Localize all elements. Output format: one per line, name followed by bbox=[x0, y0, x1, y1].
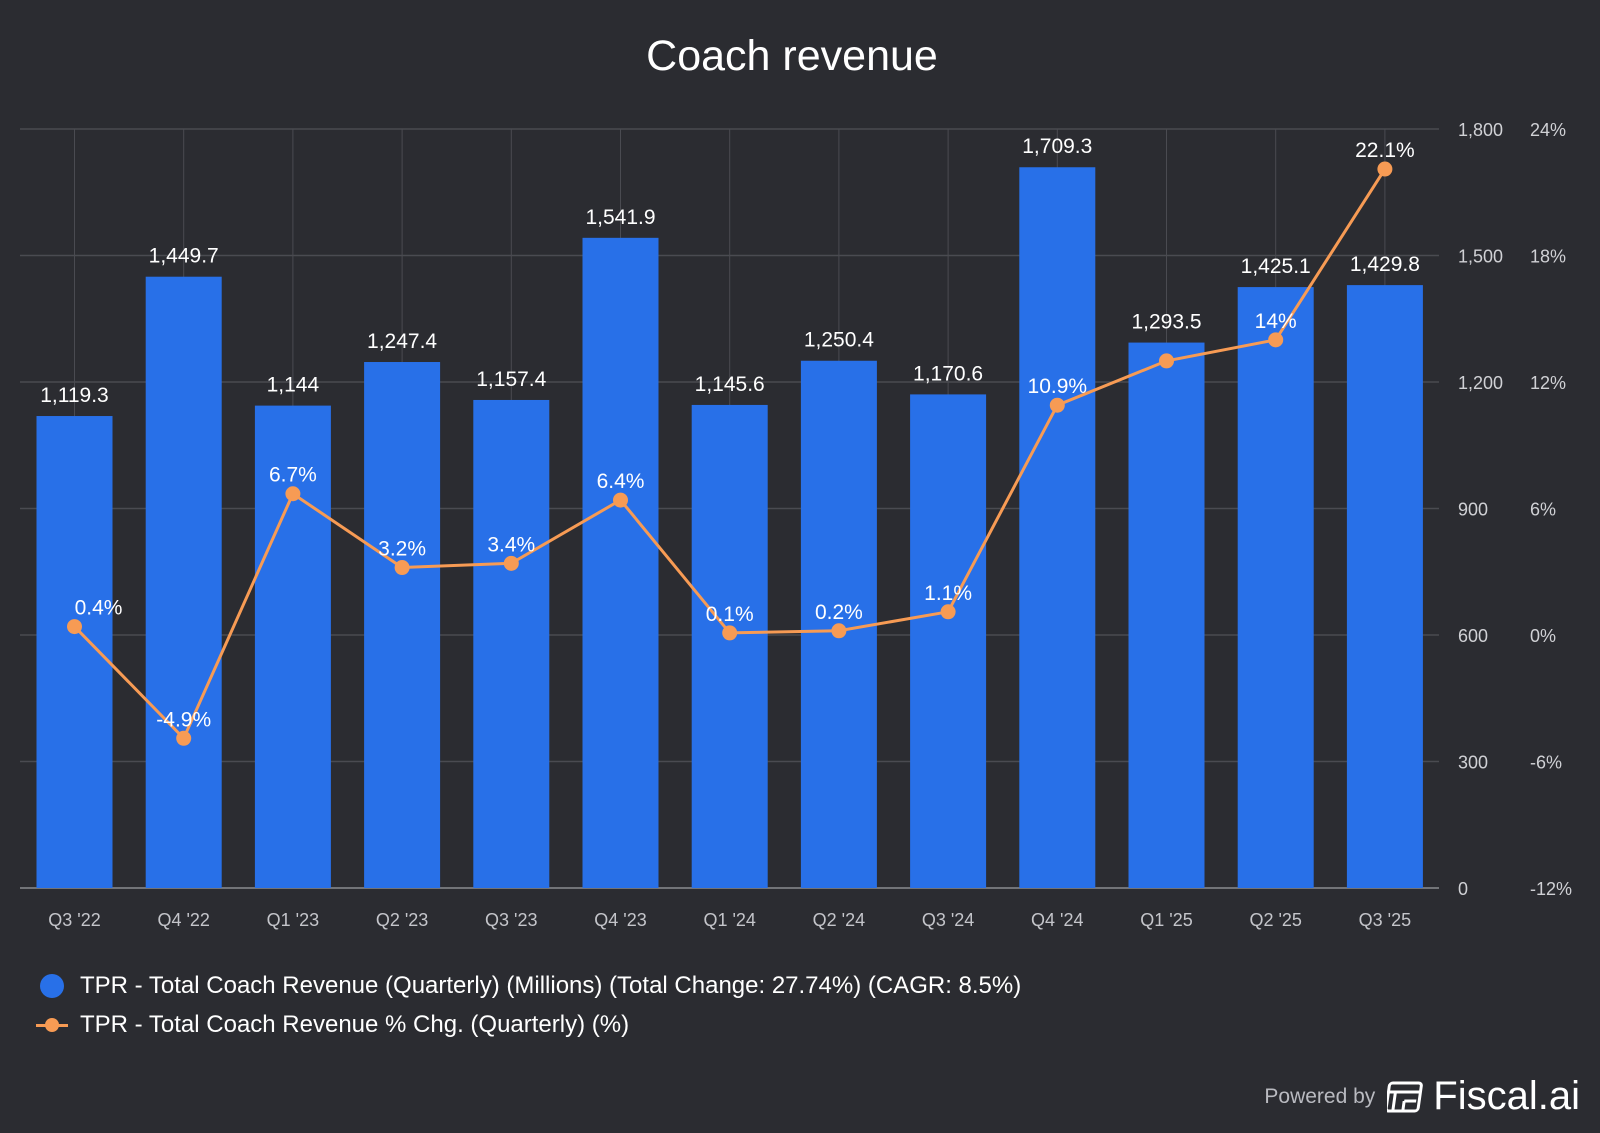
bar bbox=[1019, 167, 1096, 888]
line-point bbox=[613, 492, 628, 508]
line-point bbox=[503, 555, 519, 571]
bar-data-label: 1,541.9 bbox=[585, 206, 655, 229]
line-point bbox=[176, 730, 192, 746]
y-right-tick-label: 6% bbox=[1530, 500, 1556, 520]
y-right-tick-label: 12% bbox=[1530, 373, 1566, 393]
line-data-label: 0.1% bbox=[706, 603, 754, 626]
x-tick-label: Q2 '24 bbox=[813, 910, 865, 930]
y-right-tick-label: -6% bbox=[1530, 753, 1562, 773]
x-tick-label: Q1 '25 bbox=[1140, 910, 1192, 930]
line-data-label: 10.9% bbox=[1028, 375, 1088, 398]
legend-label: TPR - Total Coach Revenue % Chg. (Quarte… bbox=[80, 1011, 630, 1038]
x-tick-label: Q1 '23 bbox=[267, 910, 319, 930]
line-point bbox=[831, 623, 847, 639]
line-point bbox=[940, 604, 956, 620]
y-left-tick-label: 900 bbox=[1458, 500, 1488, 520]
bar bbox=[145, 276, 222, 888]
line-point bbox=[1159, 353, 1174, 369]
bar bbox=[582, 237, 659, 889]
x-tick-label: Q3 '24 bbox=[922, 910, 974, 930]
bar-data-label: 1,247.4 bbox=[367, 330, 437, 353]
line-point bbox=[1268, 332, 1284, 348]
line-data-label: 1.1% bbox=[924, 582, 972, 605]
y-left-tick-label: 1,500 bbox=[1458, 247, 1503, 267]
y-left-tick-label: 1,200 bbox=[1458, 373, 1503, 393]
fiscal-logo-icon bbox=[1387, 1081, 1424, 1112]
bar-data-label: 1,709.3 bbox=[1022, 135, 1092, 158]
bar-data-label: 1,293.5 bbox=[1131, 311, 1201, 334]
bar bbox=[473, 399, 550, 888]
bar bbox=[1237, 287, 1314, 888]
x-tick-label: Q3 '22 bbox=[48, 910, 100, 930]
line-data-label: -4.9% bbox=[156, 708, 211, 731]
legend-item-revenue[interactable]: TPR - Total Coach Revenue (Quarterly) (M… bbox=[36, 972, 1021, 1000]
bar-data-label: 1,157.4 bbox=[476, 368, 546, 391]
bar bbox=[1346, 285, 1423, 888]
line-point bbox=[1049, 397, 1065, 413]
line-point bbox=[394, 560, 410, 576]
line-data-label: 14% bbox=[1255, 310, 1297, 333]
bar-data-label: 1,429.8 bbox=[1350, 253, 1420, 276]
footer: Powered by Fiscal.ai bbox=[1264, 1074, 1580, 1119]
line-point bbox=[67, 619, 82, 635]
line-data-label: 6.4% bbox=[597, 470, 645, 493]
bar bbox=[254, 405, 331, 888]
bar-data-label: 1,145.6 bbox=[695, 373, 765, 396]
legend-bar-swatch-icon bbox=[36, 974, 68, 998]
chart-title: Coach revenue bbox=[646, 32, 938, 80]
y-left-tick-label: 1,800 bbox=[1458, 120, 1503, 140]
bar bbox=[364, 362, 441, 888]
legend-item-pct-change[interactable]: TPR - Total Coach Revenue % Chg. (Quarte… bbox=[36, 1011, 629, 1039]
y-right-tick-label: 18% bbox=[1530, 247, 1566, 267]
bar-data-label: 1,119.3 bbox=[40, 384, 109, 407]
line-data-label: 6.7% bbox=[269, 464, 317, 487]
y-right-tick-label: -12% bbox=[1530, 879, 1572, 899]
x-tick-label: Q3 '25 bbox=[1359, 910, 1411, 930]
line-data-label: 3.4% bbox=[487, 533, 535, 556]
line-point bbox=[722, 625, 738, 641]
bar-data-label: 1,170.6 bbox=[913, 362, 983, 385]
y-right-tick-label: 0% bbox=[1530, 626, 1556, 646]
bar bbox=[691, 404, 768, 888]
bar-data-label: 1,449.7 bbox=[149, 245, 219, 268]
x-tick-label: Q2 '25 bbox=[1249, 910, 1301, 930]
powered-by-text: Powered by bbox=[1264, 1084, 1376, 1108]
x-tick-label: Q2 '23 bbox=[376, 910, 428, 930]
line-data-label: 22.1% bbox=[1355, 139, 1415, 162]
y-left-tick-label: 0 bbox=[1458, 879, 1468, 899]
line-data-label: 0.2% bbox=[815, 601, 863, 624]
legend-line-swatch-icon bbox=[36, 1013, 68, 1037]
line-point bbox=[285, 486, 301, 502]
x-tick-label: Q4 '24 bbox=[1031, 910, 1083, 930]
x-tick-label: Q1 '24 bbox=[703, 910, 755, 930]
y-right-tick-label: 24% bbox=[1530, 120, 1566, 140]
line-data-label: 0.4% bbox=[75, 597, 123, 620]
x-tick-label: Q4 '23 bbox=[594, 910, 646, 930]
line-data-label: 3.2% bbox=[378, 538, 426, 561]
x-tick-label: Q4 '22 bbox=[157, 910, 209, 930]
bar bbox=[910, 394, 987, 888]
line-point bbox=[1377, 161, 1393, 177]
bar-data-label: 1,250.4 bbox=[804, 329, 874, 352]
legend-label: TPR - Total Coach Revenue (Quarterly) (M… bbox=[80, 972, 1022, 999]
bar-data-label: 1,144 bbox=[267, 374, 320, 397]
bar bbox=[1128, 342, 1205, 888]
y-left-tick-label: 300 bbox=[1458, 753, 1488, 773]
bar-data-label: 1,425.1 bbox=[1241, 255, 1311, 278]
y-left-tick-label: 600 bbox=[1458, 626, 1488, 646]
x-tick-label: Q3 '23 bbox=[485, 910, 537, 930]
brand-name: Fiscal.ai bbox=[1433, 1074, 1580, 1118]
